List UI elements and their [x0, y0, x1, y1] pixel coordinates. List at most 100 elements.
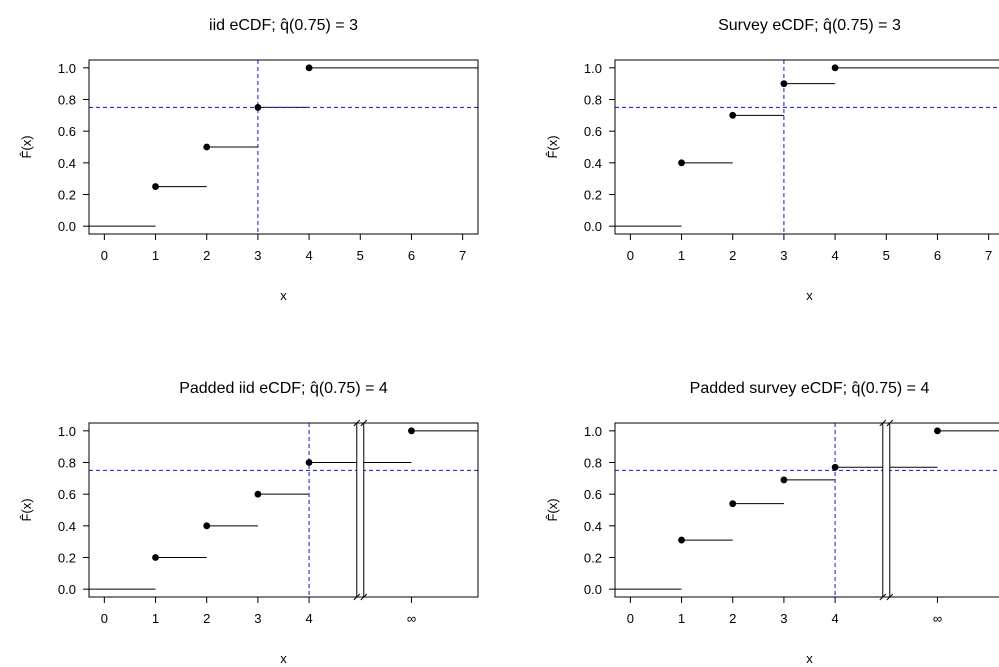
y-tick-label: 0.0: [58, 582, 76, 597]
panel-title: Survey eCDF; q̂(0.75) = 3: [718, 17, 901, 34]
step-point: [203, 522, 211, 530]
panel-title: Padded survey eCDF; q̂(0.75) = 4: [690, 380, 930, 397]
x-axis-label: x: [280, 288, 287, 303]
step-point: [254, 104, 262, 111]
y-tick-label: 0.8: [584, 455, 602, 470]
step-point: [408, 427, 415, 435]
y-tick-label: 1.0: [584, 61, 602, 76]
x-tick-label: 2: [203, 611, 210, 626]
plot-area: [89, 60, 478, 234]
x-tick-label: 3: [254, 248, 261, 263]
y-tick-label: 0.2: [58, 188, 76, 203]
x-tick-label: 1: [152, 611, 159, 626]
x-tick-label: ∞: [407, 611, 416, 626]
x-tick-label: 1: [152, 248, 159, 263]
x-tick-label: 4: [305, 611, 312, 626]
step-point: [152, 554, 159, 561]
y-tick-label: 1.0: [584, 424, 602, 439]
y-tick-label: 0.2: [584, 551, 602, 566]
y-tick-label: 0.0: [584, 582, 602, 597]
step-point: [831, 463, 839, 471]
plot-area: [615, 423, 999, 597]
x-tick-label: 2: [203, 248, 210, 263]
y-tick-label: 0.0: [584, 219, 602, 234]
y-tick-label: 0.2: [584, 188, 602, 203]
x-tick-label: ∞: [933, 611, 942, 626]
title-q-hat: q̂: [280, 17, 289, 34]
step-point: [678, 159, 685, 167]
y-axis-label: F̂(x): [19, 498, 34, 521]
title-prefix: Padded iid eCDF;: [179, 380, 310, 397]
x-tick-label: 3: [254, 611, 261, 626]
x-axis-label: x: [806, 651, 813, 666]
plot-frame: [614, 422, 999, 598]
step-point: [305, 64, 313, 72]
title-q-hat: q̂: [823, 17, 832, 34]
y-tick-label: 0.6: [58, 124, 76, 139]
x-tick-label: 1: [678, 611, 685, 626]
x-tick-label: 0: [101, 248, 108, 263]
y-tick-label: 0.8: [58, 92, 76, 107]
x-axis-label: x: [806, 288, 813, 303]
chart-panel-4: Padded survey eCDF; q̂(0.75) = 4 F̂(x) x 0.…: [545, 380, 999, 666]
y-axis-label: F̂(x): [19, 135, 34, 158]
title-q-hat: q̂: [852, 380, 861, 397]
x-tick-label: 0: [627, 248, 634, 263]
plot-frame: [88, 422, 479, 598]
plot-frame: [614, 59, 999, 235]
x-tick-label: 0: [627, 611, 634, 626]
step-point: [152, 183, 159, 190]
chart-panel-2: Survey eCDF; q̂(0.75) = 3 F̂(x) x 0.0 0.2 0.4…: [545, 17, 999, 303]
y-tick-label: 0.6: [58, 487, 76, 502]
y-tick-label: 0.8: [584, 92, 602, 107]
title-prefix: iid eCDF;: [209, 17, 280, 34]
x-tick-label: 3: [780, 611, 787, 626]
y-axis-label: F̂(x): [545, 498, 560, 521]
y-tick-label: 0.0: [58, 219, 76, 234]
x-tick-label: 5: [883, 248, 890, 263]
axis-break-gap: [882, 420, 890, 600]
step-point: [305, 459, 313, 466]
step-point: [203, 143, 211, 151]
step-point: [780, 80, 788, 88]
y-tick-label: 0.4: [584, 156, 602, 171]
x-tick-label: 6: [934, 248, 941, 263]
y-tick-label: 0.4: [58, 519, 76, 534]
plot-area: [615, 60, 999, 234]
title-prefix: Survey eCDF;: [718, 17, 823, 34]
y-tick-label: 0.4: [584, 519, 602, 534]
title-suffix: (0.75) = 4: [860, 380, 929, 397]
y-tick-label: 1.0: [58, 424, 76, 439]
step-point: [934, 427, 941, 435]
step-point: [678, 536, 685, 544]
plot-area: [89, 423, 478, 597]
chart-panel-3: Padded iid eCDF; q̂(0.75) = 4 F̂(x) x 0.0 0.…: [19, 380, 479, 666]
x-tick-label: 0: [101, 611, 108, 626]
x-tick-label: 4: [831, 611, 838, 626]
x-tick-label: 5: [357, 248, 364, 263]
title-suffix: (0.75) = 3: [832, 17, 901, 34]
x-tick-label: 3: [780, 248, 787, 263]
x-tick-label: 7: [459, 248, 466, 263]
x-tick-label: 2: [729, 611, 736, 626]
step-point: [254, 490, 262, 498]
y-tick-label: 0.6: [584, 487, 602, 502]
x-axis-label: x: [280, 651, 287, 666]
y-tick-label: 0.2: [58, 551, 76, 566]
x-tick-label: 7: [985, 248, 992, 263]
y-axis-label: F̂(x): [545, 135, 560, 158]
step-point: [780, 476, 788, 484]
panel-title: Padded iid eCDF; q̂(0.75) = 4: [179, 380, 388, 397]
x-tick-label: 2: [729, 248, 736, 263]
y-tick-label: 0.6: [584, 124, 602, 139]
title-suffix: (0.75) = 3: [289, 17, 358, 34]
title-prefix: Padded survey eCDF;: [690, 380, 852, 397]
x-tick-label: 4: [305, 248, 312, 263]
step-point: [831, 64, 839, 72]
y-tick-label: 0.8: [58, 455, 76, 470]
x-tick-label: 4: [831, 248, 838, 263]
axis-break-gap: [356, 420, 364, 600]
title-q-hat: q̂: [310, 380, 319, 397]
step-point: [729, 111, 737, 119]
